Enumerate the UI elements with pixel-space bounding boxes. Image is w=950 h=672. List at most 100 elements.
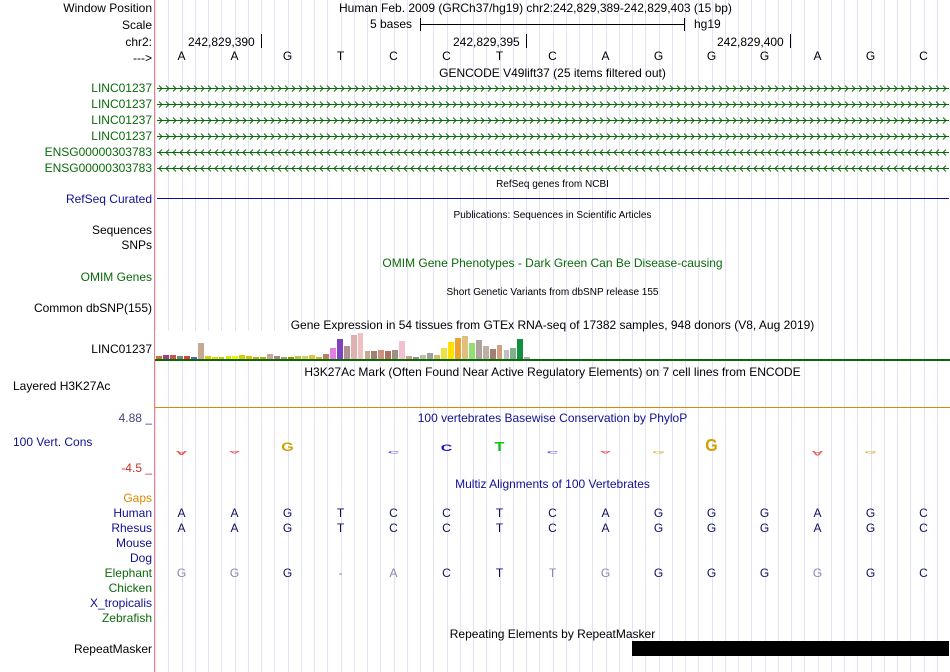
gtex-bar[interactable] — [343, 346, 350, 359]
gencode-track-label[interactable]: LINC01237 — [91, 81, 152, 95]
gtex-bar[interactable] — [489, 349, 496, 359]
conservation-base-mark: C — [547, 450, 559, 454]
multiz-species-label[interactable]: X_tropicalis — [89, 596, 152, 610]
gtex-bar[interactable] — [385, 351, 392, 359]
gencode-gene-line[interactable] — [157, 131, 949, 142]
multiz-base: C — [548, 521, 557, 535]
gtex-bar[interactable] — [176, 356, 183, 359]
gtex-title: Gene Expression in 54 tissues from GTEx … — [290, 318, 815, 332]
gtex-bar[interactable] — [447, 342, 454, 359]
gtex-bar[interactable] — [288, 357, 294, 359]
gtex-bar[interactable] — [315, 357, 322, 359]
gencode-gene-line[interactable] — [157, 115, 949, 126]
gencode-track-label[interactable]: ENSG00000303783 — [44, 161, 152, 175]
gtex-bar[interactable] — [267, 354, 274, 359]
gtex-bar[interactable] — [371, 351, 378, 359]
gtex-bar[interactable] — [468, 343, 475, 359]
gtex-bar[interactable] — [225, 356, 232, 359]
gencode-track-label[interactable]: ENSG00000303783 — [44, 145, 152, 159]
gtex-bar[interactable] — [301, 356, 308, 359]
conservation-label[interactable]: 100 Vert. Cons — [13, 435, 93, 449]
gencode-track-label[interactable]: LINC01237 — [91, 97, 152, 111]
gtex-bar[interactable] — [440, 348, 447, 359]
gaps-label: Gaps — [123, 491, 152, 505]
gtex-bar[interactable] — [420, 355, 427, 359]
multiz-species-label[interactable]: Elephant — [104, 566, 152, 580]
gtex-bar[interactable] — [503, 350, 510, 359]
omim-label[interactable]: OMIM Genes — [80, 270, 152, 284]
gtex-bar[interactable] — [162, 355, 169, 359]
gtex-bar[interactable] — [218, 357, 225, 359]
repeat-element[interactable] — [632, 641, 949, 656]
gtex-bar[interactable] — [350, 335, 357, 359]
repeatmasker-label[interactable]: RepeatMasker — [73, 642, 152, 656]
gtex-bar[interactable] — [510, 348, 517, 359]
gtex-bar[interactable] — [295, 356, 301, 359]
gtex-bar[interactable] — [392, 350, 399, 359]
ruler-base: G — [653, 49, 664, 63]
gtex-bar[interactable] — [322, 354, 329, 359]
dbsnp-label[interactable]: Common dbSNP(155) — [33, 301, 152, 315]
gencode-gene-line[interactable] — [157, 83, 949, 94]
gtex-bar[interactable] — [232, 356, 239, 359]
gencode-track-label[interactable]: LINC01237 — [91, 113, 152, 127]
multiz-species-label[interactable]: Mouse — [115, 536, 152, 550]
gtex-bar[interactable] — [169, 355, 176, 359]
gtex-bar[interactable] — [246, 356, 253, 359]
gtex-bar[interactable] — [454, 338, 461, 359]
gencode-gene-line[interactable] — [157, 147, 949, 158]
gtex-bar[interactable] — [524, 357, 531, 359]
multiz-species-label[interactable]: Rhesus — [111, 521, 152, 535]
gtex-bar[interactable] — [260, 357, 267, 359]
gtex-bar[interactable] — [406, 356, 413, 359]
gtex-bar[interactable] — [357, 333, 364, 359]
gtex-bar[interactable] — [183, 356, 190, 359]
gtex-bar[interactable] — [308, 355, 315, 359]
multiz-species-label[interactable]: Chicken — [108, 581, 152, 595]
multiz-base: G — [759, 566, 770, 580]
gtex-bar[interactable] — [434, 355, 440, 359]
gtex-bar[interactable] — [204, 356, 211, 359]
gtex-bar[interactable] — [475, 340, 482, 359]
gtex-label[interactable]: LINC01237 — [91, 342, 152, 356]
gtex-bar[interactable] — [329, 348, 336, 359]
gtex-bar[interactable] — [378, 350, 385, 359]
h3k27ac-title: H3K27Ac Mark (Often Found Near Active Re… — [304, 365, 801, 379]
gtex-bar[interactable] — [461, 336, 468, 359]
gtex-bar[interactable] — [413, 357, 420, 359]
publications-label[interactable]: Sequences — [91, 223, 152, 237]
grid-line — [751, 0, 753, 672]
position-tick-mark — [790, 34, 791, 48]
gtex-bar[interactable] — [364, 351, 371, 359]
gtex-bar[interactable] — [253, 357, 260, 359]
grid-line — [923, 0, 925, 672]
gtex-bar[interactable] — [517, 339, 524, 359]
conservation-base-mark: G — [652, 450, 664, 454]
multiz-species-label[interactable]: Zebrafish — [101, 611, 152, 625]
h3k27ac-label[interactable]: Layered H3K27Ac — [13, 379, 111, 393]
multiz-species-label[interactable]: Human — [113, 506, 152, 520]
gtex-bar[interactable] — [274, 356, 281, 359]
snps-label[interactable]: SNPs — [121, 238, 152, 252]
gtex-bar[interactable] — [482, 346, 489, 359]
gtex-bar[interactable] — [399, 341, 406, 359]
gtex-bar[interactable] — [197, 343, 204, 359]
gtex-bar[interactable] — [496, 345, 503, 359]
gtex-bar[interactable] — [281, 357, 288, 359]
gtex-bar[interactable] — [427, 353, 433, 359]
grid-line — [632, 0, 633, 672]
gtex-bar[interactable] — [156, 356, 162, 359]
gencode-track-label[interactable]: LINC01237 — [91, 129, 152, 143]
gtex-bar[interactable] — [190, 357, 197, 359]
gencode-gene-line[interactable] — [157, 99, 949, 110]
gtex-bar[interactable] — [239, 355, 246, 359]
multiz-base: G — [865, 566, 876, 580]
refseq-label[interactable]: RefSeq Curated — [65, 192, 152, 206]
gencode-gene-line[interactable] — [157, 163, 949, 174]
gtex-bar[interactable] — [211, 357, 218, 359]
multiz-base: T — [336, 521, 345, 535]
multiz-base: G — [865, 521, 876, 535]
gtex-bar[interactable] — [336, 339, 343, 359]
ruler-base: A — [177, 49, 186, 63]
multiz-species-label[interactable]: Dog — [129, 551, 152, 565]
